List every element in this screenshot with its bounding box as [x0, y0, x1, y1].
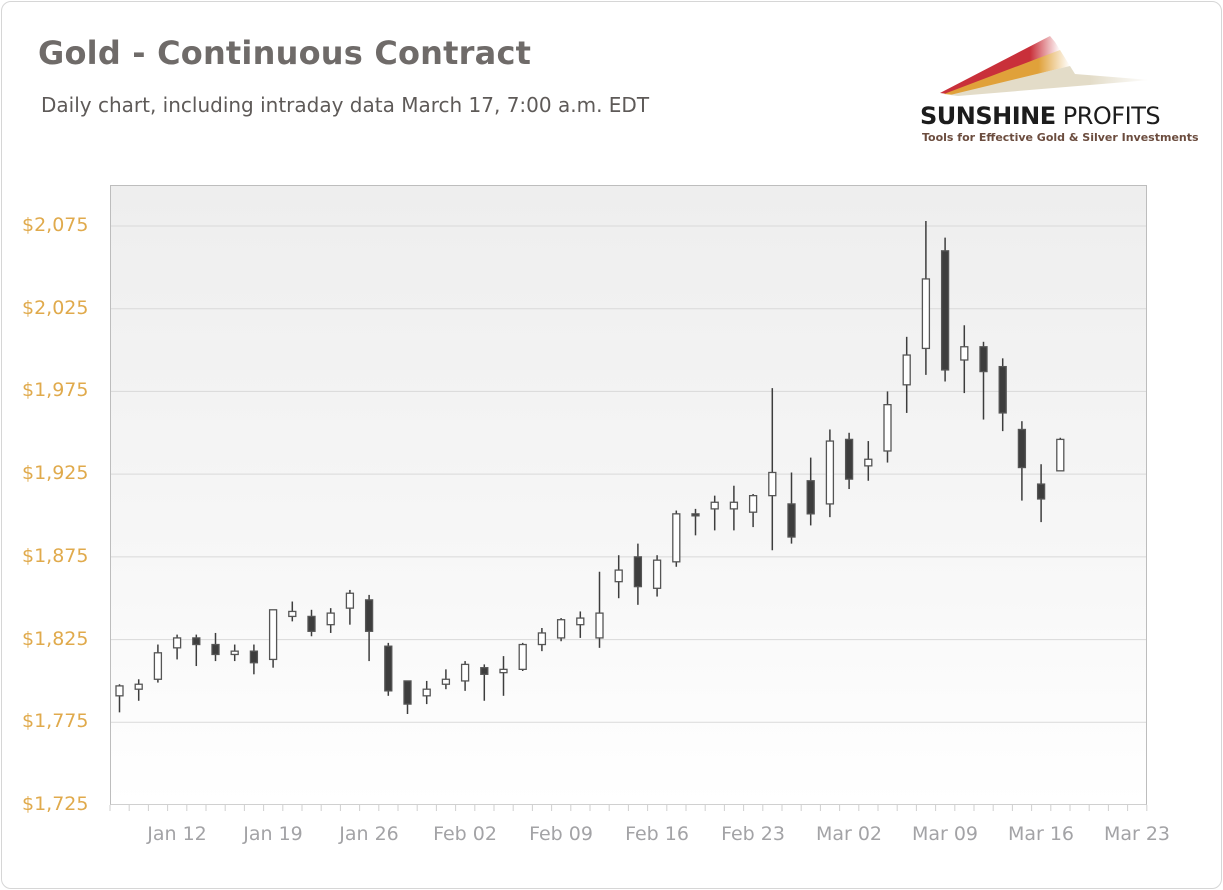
candle — [384, 642, 393, 696]
candle — [518, 642, 527, 672]
x-tick-label: Feb 16 — [625, 823, 689, 845]
x-tick-label: Mar 16 — [1007, 823, 1075, 845]
candle — [134, 679, 143, 701]
candle — [614, 555, 623, 599]
y-tick-label: $2,025 — [22, 296, 89, 319]
candle — [825, 429, 835, 518]
x-tick-label: Mar 09 — [911, 823, 979, 845]
x-tick-label: Jan 12 — [147, 823, 207, 845]
candle — [729, 485, 739, 531]
candle — [883, 391, 892, 463]
candle — [422, 680, 431, 705]
candle — [1056, 437, 1065, 472]
candle — [537, 627, 547, 652]
candle — [748, 493, 758, 528]
candle — [230, 644, 239, 662]
candle — [326, 608, 335, 633]
candle — [768, 388, 777, 551]
y-tick-label: $1,725 — [22, 793, 89, 815]
candle — [307, 609, 316, 637]
candle — [844, 432, 854, 490]
candle — [960, 325, 969, 394]
candle — [864, 441, 873, 481]
candle — [921, 221, 931, 375]
candle — [652, 555, 662, 597]
candle — [480, 664, 489, 701]
candle — [268, 609, 278, 668]
candle — [172, 634, 182, 660]
candle — [672, 510, 681, 567]
candle — [211, 632, 220, 662]
candle — [460, 661, 470, 691]
candle — [192, 634, 201, 667]
candle — [115, 684, 124, 713]
candle — [364, 594, 374, 662]
candle — [499, 656, 508, 696]
candle — [403, 680, 412, 715]
candle — [691, 508, 700, 536]
y-tick-label: $1,825 — [22, 627, 89, 650]
candle — [806, 457, 815, 526]
y-tick-label: $1,775 — [22, 710, 89, 733]
candle — [902, 336, 911, 413]
chart-subtitle: Daily chart, including intraday data Mar… — [41, 93, 650, 117]
x-tick-label: Jan 26 — [339, 823, 399, 845]
candle — [979, 341, 988, 420]
candle — [576, 611, 585, 638]
logo-rays-icon — [940, 36, 1150, 96]
x-tick-label: Mar 02 — [815, 823, 883, 845]
y-tick-label: $1,975 — [22, 379, 89, 402]
candle — [153, 644, 163, 683]
candle — [940, 237, 950, 382]
candle — [710, 495, 719, 531]
candle — [288, 601, 297, 622]
candle — [556, 618, 566, 642]
x-tick-label: Feb 09 — [529, 823, 593, 845]
candle — [345, 589, 355, 625]
y-tick-label: $1,875 — [22, 544, 89, 567]
candle — [441, 669, 451, 690]
candle — [249, 644, 259, 675]
logo-brand: SUNSHINE PROFITS — [920, 102, 1161, 130]
candle — [787, 472, 796, 544]
candle — [998, 358, 1007, 432]
x-tick-label: Mar 23 — [1103, 823, 1171, 845]
x-tick-label: Jan 19 — [243, 823, 303, 845]
x-tick-label: Feb 23 — [721, 823, 785, 845]
candle — [633, 543, 643, 605]
logo-tagline: Tools for Effective Gold & Silver Invest… — [922, 131, 1199, 144]
plot-area — [110, 185, 1147, 805]
y-tick-label: $2,075 — [22, 214, 89, 236]
y-tick-label: $1,925 — [22, 462, 89, 485]
candle — [1017, 421, 1027, 501]
candle — [1036, 464, 1046, 523]
x-tick-label: Feb 02 — [433, 823, 497, 845]
sunshine-profits-logo: SUNSHINE PROFITS Tools for Effective Gol… — [910, 28, 1210, 158]
candle — [595, 571, 604, 648]
chart-title: Gold - Continuous Contract — [38, 34, 532, 72]
